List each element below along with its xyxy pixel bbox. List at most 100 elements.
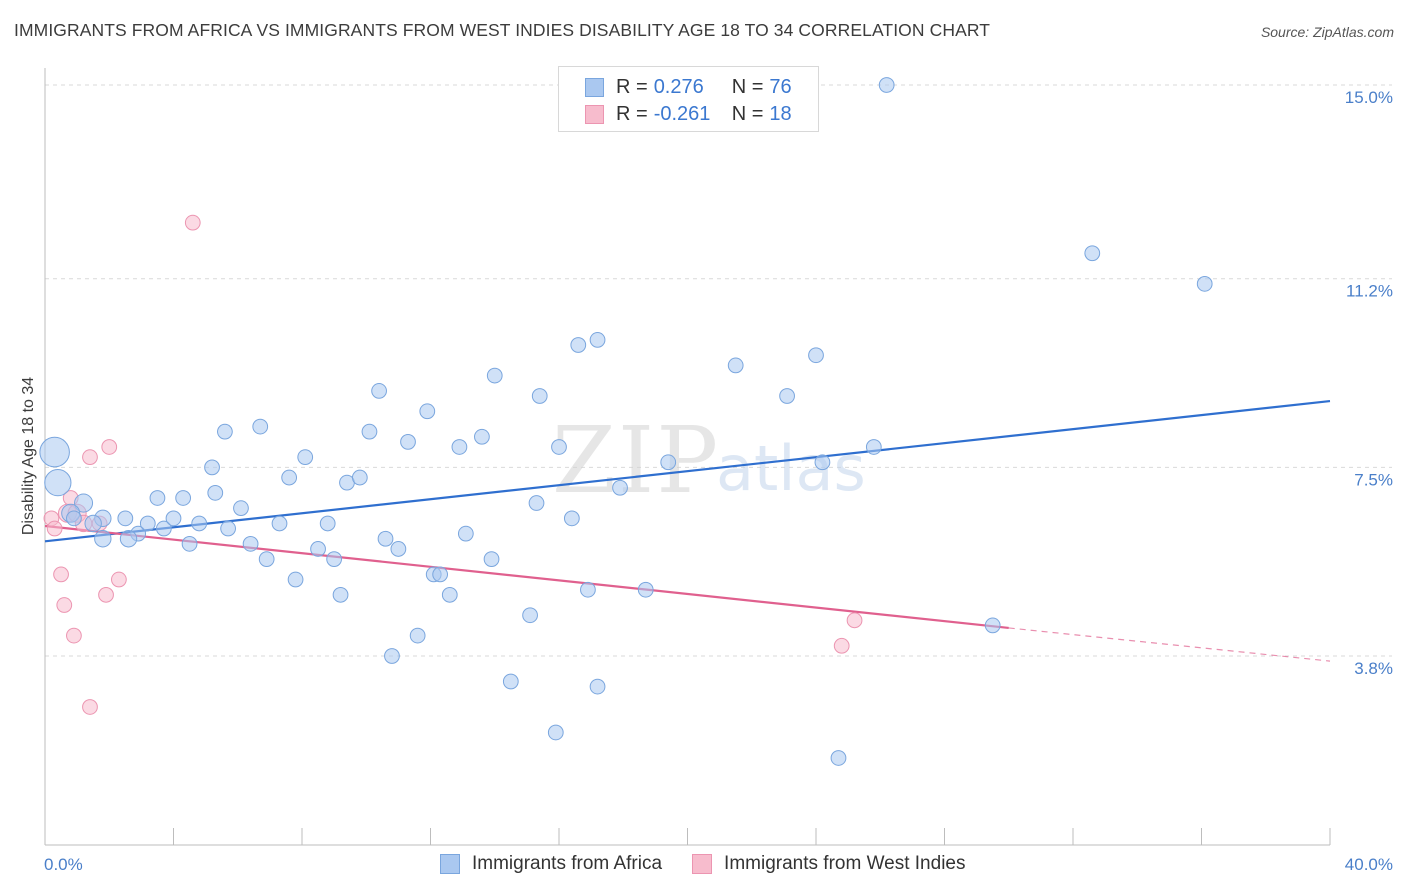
africa-point: [351, 469, 368, 486]
r-label: R =: [616, 75, 648, 98]
africa-point: [390, 541, 407, 557]
africa-point: [808, 347, 824, 364]
y-tick-label: 3.8%: [1354, 659, 1393, 678]
africa-point: [297, 449, 314, 466]
africa-point: [39, 436, 70, 468]
west-indies-point: [846, 612, 863, 629]
africa-point: [419, 403, 436, 420]
africa-point: [74, 493, 94, 513]
west-indies-trend-line: [44, 524, 1009, 630]
west-indies-legend-swatch: [692, 854, 713, 874]
africa-point: [207, 484, 224, 501]
africa-point: [287, 571, 304, 588]
africa-point: [1084, 245, 1101, 262]
africa-point: [66, 510, 82, 527]
africa-point: [551, 439, 567, 455]
r-label: R =: [616, 102, 648, 125]
africa-legend-swatch: [440, 854, 460, 874]
watermark-atlas: atlas: [716, 432, 866, 505]
x-tick-label: 40.0%: [1345, 855, 1393, 874]
africa-point: [361, 423, 378, 440]
r-value: -0.261: [653, 102, 711, 125]
west-indies-point: [98, 586, 114, 603]
africa-point: [252, 418, 269, 435]
west-indies-point: [184, 214, 201, 231]
africa-point: [377, 530, 394, 547]
gridlines: [45, 84, 1392, 657]
africa-point: [220, 520, 236, 537]
africa-point: [528, 495, 545, 511]
y-axis-label: Disability Age 18 to 34: [20, 377, 37, 535]
tick-labels: 15.0% 11.2% 7.5% 3.8% 0.0% 40.0%: [44, 88, 1393, 874]
africa-point: [589, 332, 606, 348]
africa-point: [570, 337, 587, 353]
africa-point: [878, 77, 895, 93]
africa-swatch: [585, 77, 604, 97]
africa-trend-line: [44, 399, 1331, 543]
africa-point: [984, 617, 1001, 634]
africa-point: [181, 535, 198, 552]
africa-point: [547, 724, 564, 741]
africa-point: [830, 750, 847, 766]
africa-point: [612, 479, 628, 496]
west-indies-point: [833, 637, 850, 654]
n-label: N =: [731, 75, 764, 98]
watermark: ZIP atlas: [552, 407, 866, 514]
africa-point: [281, 469, 298, 486]
n-label: N =: [731, 102, 764, 125]
africa-point: [310, 541, 326, 557]
africa-point: [531, 388, 548, 404]
west-indies-point: [66, 627, 82, 644]
africa-point: [400, 433, 416, 450]
correlation-legend: R = 0.276 N = 76 R = -0.261 N = 18: [558, 66, 819, 132]
africa-point: [258, 551, 275, 568]
africa-point: [441, 586, 458, 603]
africa-point: [84, 514, 102, 533]
africa-point: [522, 607, 538, 624]
africa-point: [217, 423, 233, 440]
africa-point: [432, 566, 449, 583]
x-tick-label: 0.0%: [44, 855, 83, 874]
legend-label-west-indies: Immigrants from West Indies: [724, 853, 966, 874]
africa-point: [637, 581, 654, 598]
west-indies-point: [101, 439, 118, 455]
west-indies-trend-extension: [1008, 627, 1331, 662]
west-indies-point: [82, 449, 98, 466]
africa-point: [155, 520, 172, 537]
africa-point: [865, 439, 882, 455]
trend-lines: [44, 399, 1331, 662]
africa-point: [483, 551, 500, 568]
n-value: 76: [769, 75, 792, 98]
africa-point: [1196, 275, 1213, 292]
africa-point: [332, 586, 349, 603]
west-indies-point: [111, 571, 127, 588]
africa-point: [371, 383, 387, 399]
n-value: 18: [769, 102, 792, 125]
africa-point: [94, 530, 112, 548]
source-credit: Source: ZipAtlas.com: [1260, 24, 1394, 40]
africa-point: [814, 454, 831, 471]
africa-point: [457, 525, 474, 542]
west-indies-point: [46, 520, 63, 537]
africa-point: [589, 678, 606, 695]
africa-point: [165, 510, 182, 527]
series-legend: Immigrants from Africa Immigrants from W…: [440, 851, 995, 877]
africa-point: [319, 515, 336, 532]
legend-row-africa: R = 0.276 N = 76: [585, 74, 792, 100]
africa-point: [660, 454, 677, 471]
legend-item-west-indies[interactable]: Immigrants from West Indies: [692, 853, 965, 875]
africa-point: [384, 648, 400, 664]
africa-point: [451, 439, 468, 455]
africa-point: [175, 490, 192, 506]
africa-point: [502, 673, 519, 690]
africa-point: [44, 469, 72, 497]
africa-point: [204, 459, 220, 476]
legend-label-africa: Immigrants from Africa: [472, 853, 663, 874]
r-value: 0.276: [653, 75, 704, 98]
africa-point: [149, 490, 166, 506]
legend-item-africa[interactable]: Immigrants from Africa: [440, 853, 662, 875]
africa-point: [326, 551, 343, 568]
watermark-zip: ZIP: [552, 407, 720, 514]
africa-point: [139, 515, 156, 532]
